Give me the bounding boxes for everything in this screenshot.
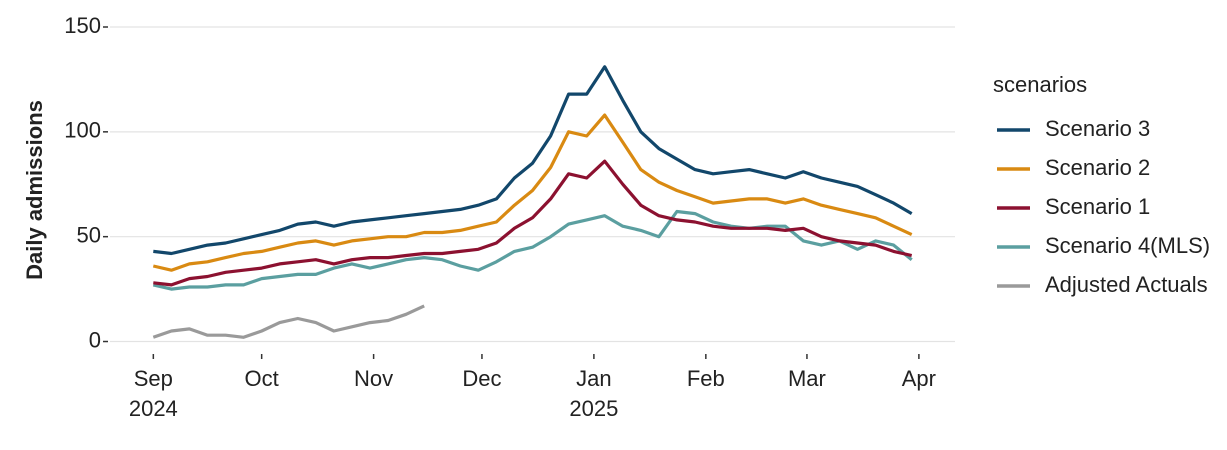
legend-label: Adjusted Actuals	[1045, 272, 1208, 297]
legend-label: Scenario 4(MLS)	[1045, 233, 1210, 258]
legend-label: Scenario 2	[1045, 155, 1150, 180]
x-tick-label: Apr	[902, 366, 936, 391]
legend-label: Scenario 3	[1045, 116, 1150, 141]
y-tick-label: 50	[77, 222, 101, 247]
series-line	[152, 304, 425, 339]
legend-title: scenarios	[993, 72, 1087, 97]
y-tick-label: 100	[64, 118, 101, 143]
x-tick-label: Dec	[462, 366, 501, 391]
legend-label: Scenario 1	[1045, 194, 1150, 219]
series-line	[153, 159, 913, 287]
x-tick-label: Sep 2024	[129, 366, 178, 421]
series-line	[152, 209, 913, 291]
series-line	[153, 65, 913, 256]
series-line	[152, 113, 913, 272]
x-tick-label: Jan 2025	[569, 366, 618, 421]
y-axis-label: Daily admissions	[22, 100, 47, 280]
x-tick-label: Feb	[687, 366, 725, 391]
x-tick-label: Oct	[245, 366, 279, 391]
y-tick-label: 150	[64, 13, 101, 38]
y-tick-label: 0	[89, 327, 101, 352]
x-tick-label: Nov	[354, 366, 393, 391]
x-tick-label: Mar	[788, 366, 826, 391]
